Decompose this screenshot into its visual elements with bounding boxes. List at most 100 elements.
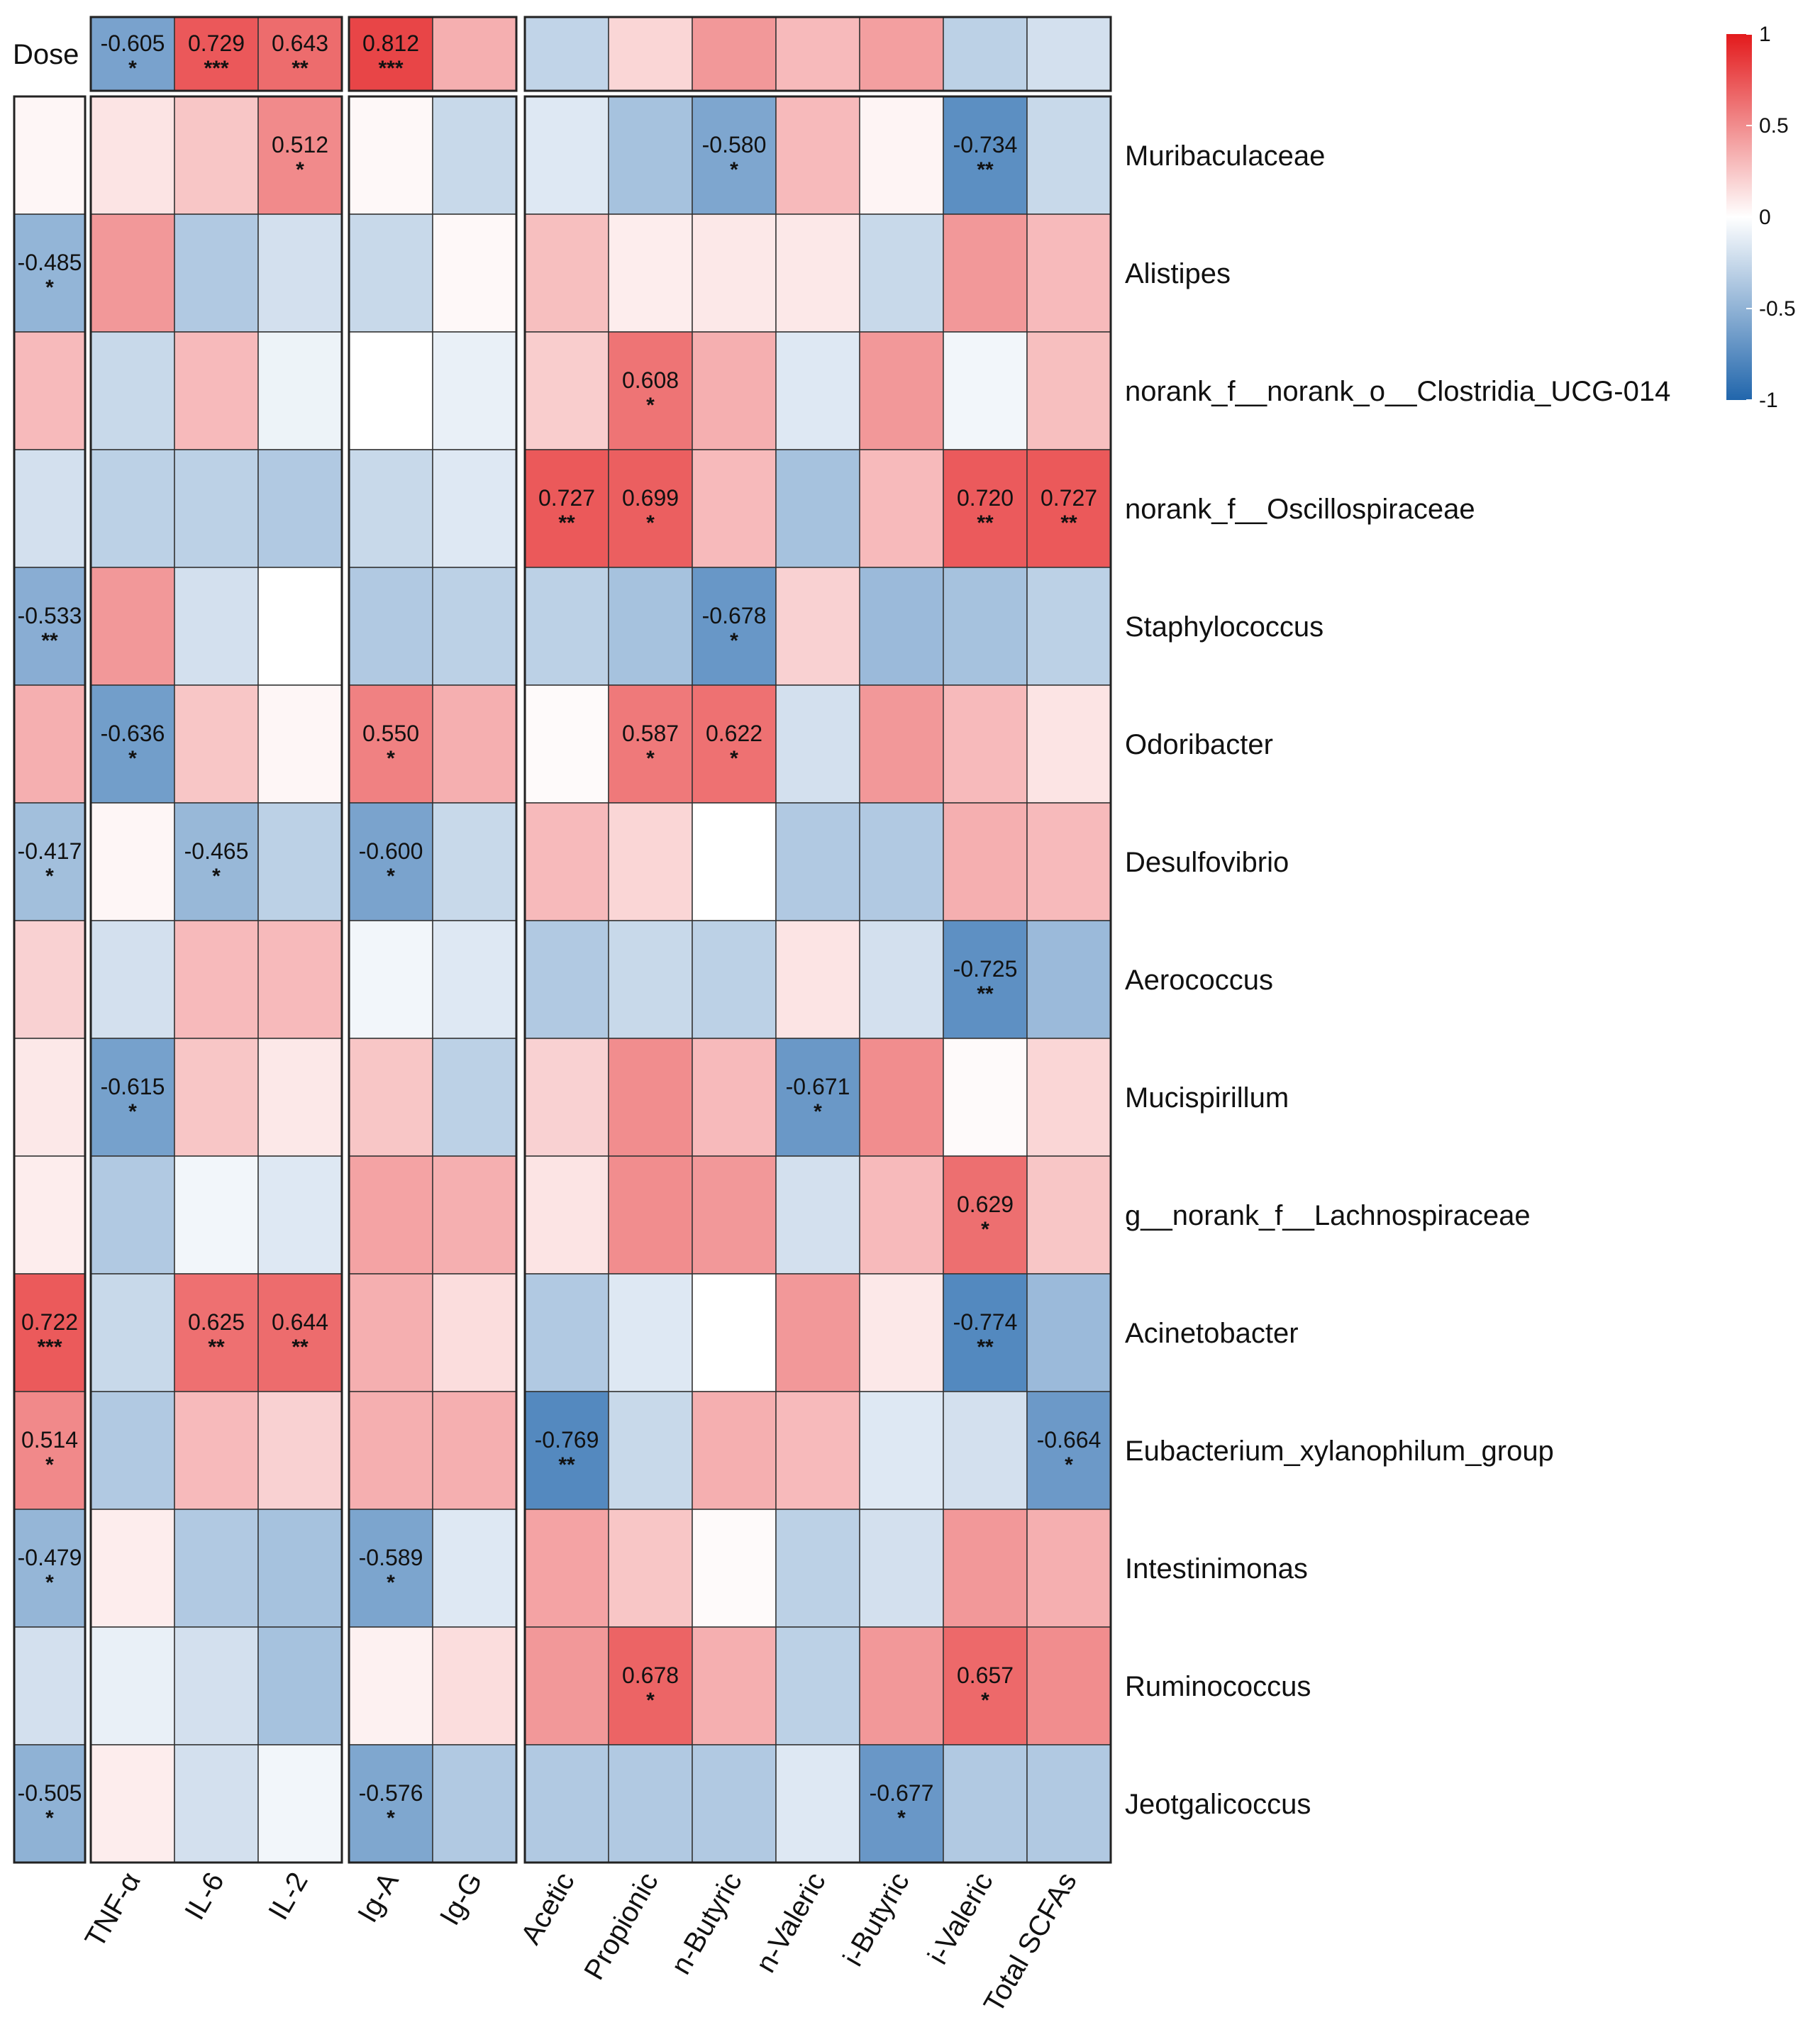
heatmap-cell-9-7 — [692, 1155, 777, 1275]
heatmap-cell-8-1 — [174, 1038, 259, 1157]
dose-col-cell-1-significance: * — [45, 276, 54, 299]
dose-cell-1 — [174, 16, 259, 91]
dose-col-cell-10-significance: *** — [37, 1336, 62, 1359]
dose-col-cell-2 — [13, 331, 86, 450]
heatmap-cell-6-8 — [775, 802, 860, 921]
heatmap-cell-7-3 — [348, 920, 433, 1039]
heatmap-cell-10-11 — [1026, 1273, 1111, 1392]
heatmap-cell-4-8 — [775, 567, 860, 686]
legend-tick-label: -0.5 — [1759, 297, 1796, 321]
legend-tick-label: 0.5 — [1759, 114, 1789, 138]
block-frames — [13, 16, 1112, 1864]
heatmap-cell-13-6-significance: * — [646, 1689, 655, 1712]
heatmap-cell-11-9 — [859, 1391, 944, 1510]
dose-cell-0 — [90, 16, 175, 91]
heatmap-cell-12-0 — [90, 1509, 175, 1628]
heatmap-cell-6-1-value: -0.465 — [184, 838, 249, 864]
heatmap-cell-5-6-significance: * — [646, 747, 655, 770]
heatmap-cell-0-4 — [432, 96, 517, 215]
column-label: i-Butyric — [837, 1867, 915, 1972]
heatmap-cell-3-10-significance: ** — [977, 511, 994, 535]
dose-col-cell-3 — [13, 449, 86, 568]
row-label: norank_f__norank_o__Clostridia_UCG-014 — [1125, 376, 1670, 407]
heatmap-cell-4-9 — [859, 567, 944, 686]
heatmap-cell-1-4 — [432, 213, 517, 333]
heatmap-cell-9-0 — [90, 1155, 175, 1275]
heatmap-cell-0-2-significance: * — [296, 158, 304, 182]
heatmap-cell-6-10 — [943, 802, 1028, 921]
heatmap-cell-14-6 — [608, 1744, 693, 1863]
heatmap-cell-0-7-significance: * — [730, 158, 738, 182]
heatmap-cell-2-10 — [943, 331, 1028, 450]
heatmap-cell-8-5 — [524, 1038, 609, 1157]
heatmap-cell-14-11 — [1026, 1744, 1111, 1863]
heatmap-cell-10-8 — [775, 1273, 860, 1392]
heatmap-cell-3-9 — [859, 449, 944, 568]
heatmap-cell-14-2 — [257, 1744, 343, 1863]
heatmap-cell-14-8 — [775, 1744, 860, 1863]
heatmap-cell-6-6 — [608, 802, 693, 921]
heatmap-cell-10-1-significance: ** — [208, 1336, 225, 1359]
heatmap-cell-13-1 — [174, 1626, 259, 1745]
heatmap-cell-7-10-value: -0.725 — [953, 956, 1018, 982]
heatmap-cell-5-5 — [524, 684, 609, 804]
heatmap-cell-7-1 — [174, 920, 259, 1039]
heatmap-cell-1-10 — [943, 213, 1028, 333]
heatmap-cell-9-10-significance: * — [981, 1218, 989, 1241]
heatmap-cell-8-0-significance: * — [128, 1100, 137, 1123]
heatmap-cell-14-4 — [432, 1744, 517, 1863]
heatmap-cell-9-6 — [608, 1155, 693, 1275]
heatmap-cell-13-2 — [257, 1626, 343, 1745]
heatmap-cell-3-7 — [692, 449, 777, 568]
heatmap-cell-7-2 — [257, 920, 343, 1039]
heatmap-cell-10-7 — [692, 1273, 777, 1392]
dose-cell-2-significance: ** — [292, 57, 309, 80]
dose-col-cell-7 — [13, 920, 86, 1039]
heatmap-cell-7-6 — [608, 920, 693, 1039]
row-label: Odoribacter — [1125, 729, 1273, 760]
heatmap-cell-2-11 — [1026, 331, 1111, 450]
heatmap-cell-9-10-value: 0.629 — [957, 1192, 1014, 1217]
heatmap-cell-11-1 — [174, 1391, 259, 1510]
heatmap-cell-2-6-value: 0.608 — [622, 367, 679, 393]
heatmap-cell-5-7 — [692, 684, 777, 804]
dose-cell-6 — [608, 16, 693, 91]
heatmap-cell-6-0 — [90, 802, 175, 921]
heatmap-cell-0-9 — [859, 96, 944, 215]
row-label: Desulfovibrio — [1125, 847, 1289, 878]
row-label: Ruminococcus — [1125, 1671, 1311, 1702]
heatmap-cell-8-8-significance: * — [814, 1100, 822, 1123]
heatmap-cell-2-6 — [608, 331, 693, 450]
heatmap-cell-11-5 — [524, 1391, 609, 1510]
heatmap-cell-5-11 — [1026, 684, 1111, 804]
heatmap-cell-11-7 — [692, 1391, 777, 1510]
heatmap-cell-11-5-value: -0.769 — [535, 1427, 599, 1453]
dose-col-cell-12 — [13, 1509, 86, 1628]
heatmap-cell-9-8 — [775, 1155, 860, 1275]
heatmap-cell-14-1 — [174, 1744, 259, 1863]
column-label: IL-2 — [262, 1867, 314, 1926]
column-label: n-Valeric — [750, 1867, 832, 1978]
heatmap-cell-13-6-value: 0.678 — [622, 1663, 679, 1688]
heatmap-cell-2-5 — [524, 331, 609, 450]
heatmap-cell-10-2 — [257, 1273, 343, 1392]
heatmap-cell-6-3 — [348, 802, 433, 921]
heatmap-cell-8-0 — [90, 1038, 175, 1157]
heatmap-cell-4-1 — [174, 567, 259, 686]
heatmap-cell-6-4 — [432, 802, 517, 921]
heatmap-cell-3-6-significance: * — [646, 511, 655, 535]
heatmap-cell-12-11 — [1026, 1509, 1111, 1628]
heatmap-cell-6-3-value: -0.600 — [359, 838, 423, 864]
heatmap-cell-3-2 — [257, 449, 343, 568]
dose-col-cell-8 — [13, 1038, 86, 1157]
row-label: Acinetobacter — [1125, 1318, 1299, 1349]
column-label: TNF-α — [79, 1867, 147, 1953]
heatmap-cell-0-5 — [524, 96, 609, 215]
legend-tick-label: 0 — [1759, 206, 1771, 229]
heatmap-cell-6-1 — [174, 802, 259, 921]
heatmap-cell-13-7 — [692, 1626, 777, 1745]
heatmap-cell-10-6 — [608, 1273, 693, 1392]
heatmap-cell-10-1-value: 0.625 — [188, 1309, 245, 1335]
column-label: Propionic — [578, 1867, 664, 1985]
heatmap-cell-13-11 — [1026, 1626, 1111, 1745]
